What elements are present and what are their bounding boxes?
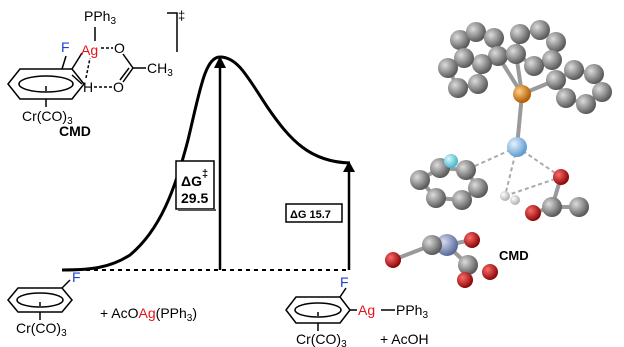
model-atom-o	[525, 205, 541, 221]
model-atom-c	[530, 20, 550, 40]
ts-arene-ring	[7, 68, 85, 100]
model-atom-c	[484, 28, 504, 48]
ts-pph3: PPh3	[84, 8, 116, 27]
model-atom-c	[546, 32, 566, 52]
model-atom-c	[542, 50, 562, 70]
ts-ch3: CH3	[147, 60, 173, 79]
barrier-arrowhead	[214, 56, 226, 68]
model-atom-c	[448, 78, 468, 98]
model-atom-c	[546, 70, 566, 90]
ts-silver: Ag	[81, 42, 98, 58]
model-atom-c	[524, 56, 544, 76]
model-atom-c	[542, 197, 562, 217]
product-pph3: PPh3	[396, 302, 428, 321]
model-atom-c	[422, 235, 442, 255]
model-atom-cr	[436, 234, 458, 256]
product-arene-ring	[285, 296, 351, 324]
model-atom-ag	[507, 137, 527, 157]
model-atom-o	[553, 169, 569, 185]
product-arrowhead	[343, 161, 355, 172]
model-atom-c	[510, 24, 530, 44]
model-atom-o	[385, 252, 401, 268]
model-atom-c	[410, 170, 430, 190]
product-delta-g: ΔG 15.7	[290, 209, 331, 221]
model-atom-c	[454, 48, 474, 68]
ts-hydrogen: H	[83, 79, 93, 95]
product-cr-co3: Cr(CO)3	[296, 331, 347, 347]
model-atom-c	[438, 58, 458, 78]
ts-double-dagger: ‡	[178, 8, 185, 23]
model-atom-h	[510, 195, 520, 205]
model-label: CMD	[499, 248, 529, 263]
model-atom-f	[444, 154, 458, 168]
model-atom-c	[584, 64, 604, 84]
product-acetic-acid: + AcOH	[380, 331, 429, 347]
product: F Ag PPh3 Cr(CO)3 + AcOH	[285, 274, 429, 347]
model-atom-c	[556, 88, 576, 108]
energy-profile: ΔG ‡ 29.5 ΔG 15.7	[61, 55, 355, 272]
model-atom-o	[464, 232, 480, 248]
ts-label: CMD	[59, 123, 91, 139]
model-atom-c	[450, 30, 470, 50]
reactant-fluorine: F	[72, 269, 81, 285]
model-atom-p	[513, 85, 531, 103]
model-atom-c	[456, 160, 476, 180]
model-dashed-bond	[504, 176, 562, 197]
reactant-silver-salt: + AcOAg(PPh3)	[100, 305, 197, 324]
model-atom-c	[569, 197, 589, 217]
ts-cr-co3: Cr(CO)3	[22, 108, 73, 127]
molecule-3d-model	[385, 20, 612, 288]
reactants: F Cr(CO)3 + AcOAg(PPh3)	[7, 269, 197, 339]
model-atom-c	[506, 44, 526, 64]
model-atom-c	[468, 74, 488, 94]
model-atom-c	[452, 190, 472, 210]
model-atom-c	[564, 60, 584, 80]
ts-structure: Cr(CO)3 F Ag PPh3 O CH3 O H ‡	[7, 8, 185, 139]
model-atom-c	[468, 178, 488, 198]
ts-oxygen-top: O	[114, 40, 125, 56]
model-atom-o	[482, 264, 498, 280]
product-silver: Ag	[358, 302, 375, 318]
model-atom-c	[458, 255, 478, 275]
reactant-cr-co3: Cr(CO)3	[16, 320, 67, 339]
model-atom-c	[488, 46, 508, 66]
model-atom-c	[472, 54, 492, 74]
reaction-coordinate-curve	[61, 55, 351, 272]
barrier-dagger: ‡	[202, 168, 208, 180]
model-atom-h	[500, 191, 510, 201]
model-atom-c	[592, 82, 612, 102]
model-atom-c	[466, 22, 486, 42]
product-fluorine: F	[340, 274, 349, 290]
ts-fluorine: F	[61, 39, 70, 55]
barrier-value: 29.5	[181, 190, 208, 206]
model-atom-c	[576, 94, 596, 114]
model-atom-o	[457, 272, 473, 288]
model-atom-c	[426, 188, 446, 208]
barrier-delta-g: ΔG	[181, 173, 202, 189]
ts-oxygen-bottom: O	[113, 79, 124, 95]
reactant-arene-ring	[7, 287, 73, 313]
